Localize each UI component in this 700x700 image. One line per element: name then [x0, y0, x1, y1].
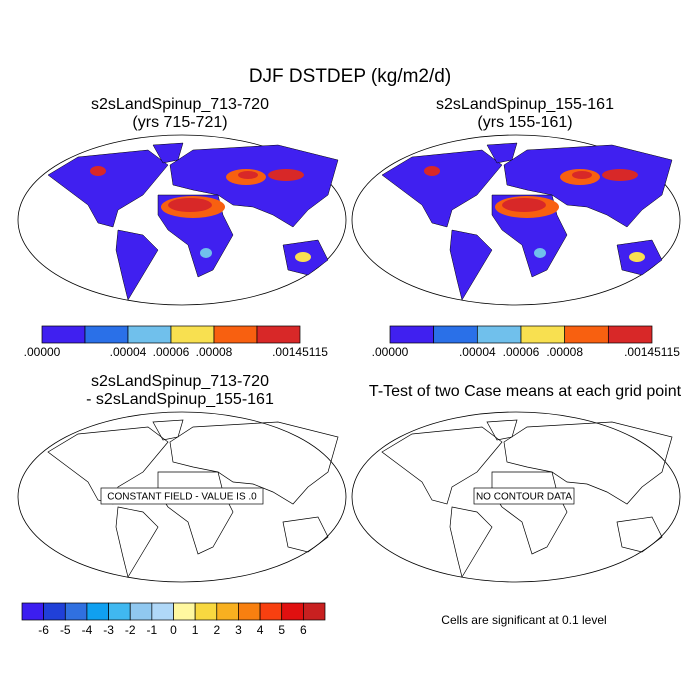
colorbar-box [86, 602, 109, 621]
panel-title: s2sLandSpinup_155-161 [436, 96, 614, 113]
colorbar-label: .00006 [153, 345, 190, 359]
colorbar-box [21, 602, 44, 621]
colorbar-label: -2 [125, 623, 136, 637]
panel-subtitle: (yrs 155-161) [477, 114, 572, 131]
panel-title: s2sLandSpinup_713-720 [91, 96, 269, 113]
colorbar-box [151, 602, 174, 621]
colorbar-box [127, 325, 172, 344]
colorbar-box [520, 325, 566, 344]
colorbar-label: -5 [60, 623, 71, 637]
colorbar-box [213, 325, 258, 344]
colorbar-label: 1 [192, 623, 199, 637]
colorbar-label: 6 [300, 623, 307, 637]
colorbar-box [43, 602, 66, 621]
colorbar-box [476, 325, 522, 344]
colorbar-label: .00004 [110, 345, 147, 359]
colorbar-label: 3 [235, 623, 242, 637]
panel-subtitle: (yrs 715-721) [132, 114, 227, 131]
colorbar-box [64, 602, 88, 621]
note-box [473, 487, 575, 505]
colorbar-box [433, 325, 478, 344]
colorbar-box [281, 602, 304, 621]
panel-subtitle: - s2sLandSpinup_155-161 [86, 391, 274, 408]
map [351, 134, 681, 306]
colorbar-box [389, 325, 435, 344]
colorbar-label: .00000 [372, 345, 409, 359]
colorbar-box [216, 602, 239, 621]
colorbar-label: 4 [257, 623, 264, 637]
colorbar-box [108, 602, 131, 621]
colorbar-box [173, 602, 196, 621]
colorbar-label: .00004 [459, 345, 496, 359]
colorbar-box [84, 325, 129, 344]
colorbar-box [170, 325, 215, 344]
panel-title: T-Test of two Case means at each grid po… [369, 383, 682, 400]
colorbar-label: .00145115 [624, 345, 680, 359]
colorbar-box [129, 602, 153, 621]
colorbar-box [194, 602, 218, 621]
colorbar-label: -6 [38, 623, 49, 637]
colorbar-label: 5 [278, 623, 285, 637]
colorbar-box [259, 602, 283, 621]
colorbar-box [564, 325, 609, 344]
colorbar-label: -4 [82, 623, 93, 637]
panel-title: s2sLandSpinup_713-720 [91, 373, 269, 390]
panel-note: NO CONTOUR DATA [476, 492, 572, 503]
colorbar-label: .00006 [503, 345, 540, 359]
panel-note: CONSTANT FIELD - VALUE IS .0 [107, 492, 257, 503]
colorbar-box [41, 325, 86, 344]
colorbar-box [607, 325, 653, 344]
colorbar-label: .00008 [196, 345, 233, 359]
colorbar-label: -1 [147, 623, 158, 637]
colorbar-box [238, 602, 261, 621]
colorbar-box [303, 602, 326, 621]
map [17, 134, 347, 306]
colorbar-box [256, 325, 301, 344]
note-box [100, 487, 264, 505]
colorbar-label: .00145115 [272, 345, 328, 359]
figure-title: DJF DSTDEP (kg/m2/d) [249, 66, 451, 87]
colorbar-label: 0 [170, 623, 177, 637]
footnote: Cells are significant at 0.1 level [441, 613, 606, 627]
colorbar-label: .00008 [546, 345, 583, 359]
colorbar-label: 2 [213, 623, 220, 637]
colorbar-label: -3 [103, 623, 114, 637]
colorbar-label: .00000 [24, 345, 61, 359]
